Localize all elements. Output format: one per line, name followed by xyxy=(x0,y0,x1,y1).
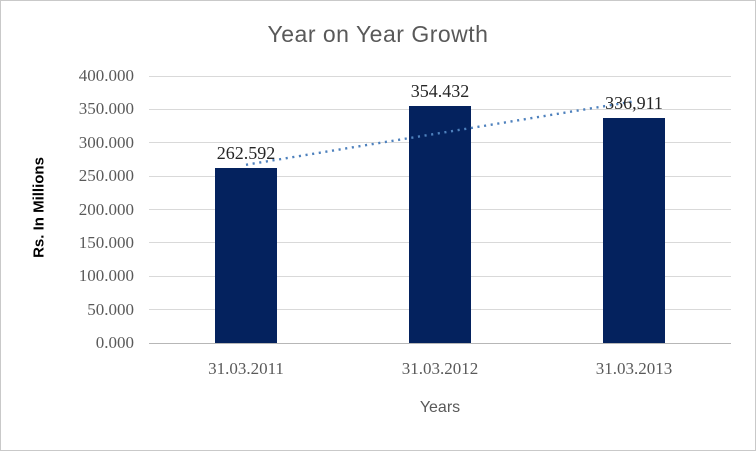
y-tick-label: 350.000 xyxy=(78,99,134,119)
y-axis-tick-labels: 0.000 50.000 100.000 150.000 200.000 250.000 3… xyxy=(1,66,134,352)
y-tick-label: 300.000 xyxy=(78,132,134,152)
x-tick-label: 31.03.2011 xyxy=(208,359,284,378)
y-tick-label: 100.000 xyxy=(78,266,134,286)
plot-area: 262.592 354.432 336,911 xyxy=(149,75,731,344)
y-tick-label: 250.000 xyxy=(78,166,134,186)
x-tick-label: 31.03.2013 xyxy=(595,359,673,378)
gridline xyxy=(149,75,731,77)
bar xyxy=(409,106,471,343)
y-tick-label: 50.000 xyxy=(87,299,134,319)
bar-data-label: 336,911 xyxy=(605,93,663,114)
bar xyxy=(215,167,277,343)
chart-title: Year on Year Growth xyxy=(267,21,489,47)
bar xyxy=(603,118,665,343)
x-axis-tick-labels: 31.03.2011 31.03.2012 31.03.2013 xyxy=(149,359,731,381)
y-tick-label: 0.000 xyxy=(95,333,134,352)
bar-data-label: 262.592 xyxy=(216,142,276,163)
y-tick-label: 200.000 xyxy=(78,199,134,219)
y-tick-label: 150.000 xyxy=(78,232,134,252)
trendline-dotted xyxy=(245,100,635,166)
x-axis-title: Years xyxy=(419,399,461,416)
y-tick-label: 400.000 xyxy=(78,66,134,85)
bar-data-label: 354.432 xyxy=(410,81,470,102)
x-tick-label: 31.03.2012 xyxy=(401,359,479,378)
